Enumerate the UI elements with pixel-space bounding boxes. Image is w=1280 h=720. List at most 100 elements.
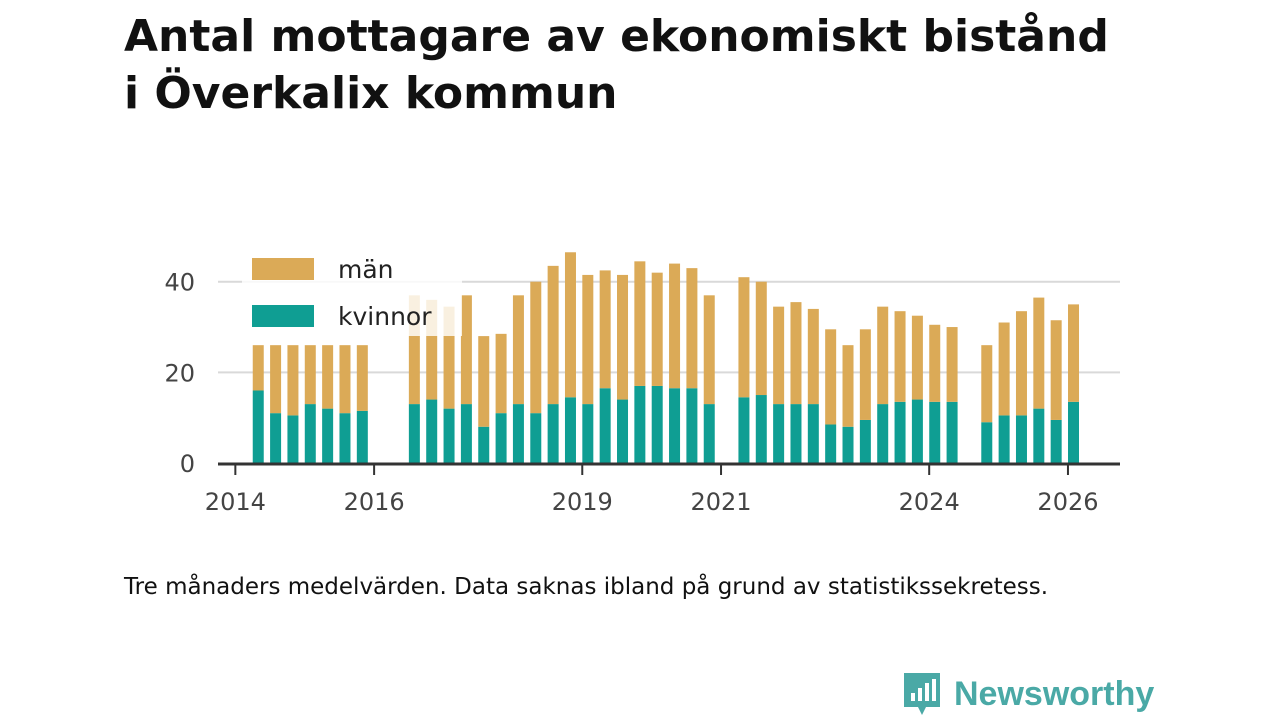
bar-kvinnor <box>408 404 420 463</box>
bar-man <box>460 295 472 405</box>
bar-man <box>703 295 715 405</box>
brand-logo: Newsworthy <box>902 670 1154 718</box>
x-tick-label-2014: 2014 <box>205 488 266 516</box>
bar-man <box>547 265 559 405</box>
bar-man <box>929 324 941 402</box>
chart-footnote: Tre månaders medelvärden. Data saknas ib… <box>124 574 1049 600</box>
bar-kvinnor <box>1068 401 1080 463</box>
bar-man <box>617 274 629 400</box>
bar-kvinnor <box>1015 415 1027 463</box>
bar-kvinnor <box>825 424 837 463</box>
bar-man <box>599 270 611 389</box>
bar-kvinnor <box>686 388 698 463</box>
legend-label-kvinnor: kvinnor <box>338 302 432 331</box>
bar-kvinnor <box>547 404 559 463</box>
bar-man <box>287 345 299 416</box>
bar-kvinnor <box>651 385 663 463</box>
bar-man <box>738 277 750 398</box>
y-tick-label-40: 40 <box>164 269 195 297</box>
bar-kvinnor <box>946 401 958 463</box>
bar-man <box>252 345 264 391</box>
bar-man <box>339 345 351 414</box>
bar-man <box>530 281 542 414</box>
bar-kvinnor <box>495 413 507 463</box>
bar-man <box>773 306 785 405</box>
bar-man <box>495 333 507 414</box>
bar-man <box>790 302 802 405</box>
bar-layer <box>252 252 1080 463</box>
title-line-1: Antal mottagare av ekonomiskt bistånd <box>124 11 1109 62</box>
bar-kvinnor <box>512 404 524 463</box>
x-tick-label-2016: 2016 <box>344 488 405 516</box>
page-title: Antal mottagare av ekonomiskt bistånd i … <box>124 8 1204 122</box>
bar-kvinnor <box>287 415 299 463</box>
bar-kvinnor <box>1050 419 1062 463</box>
bar-kvinnor <box>911 399 923 463</box>
bar-man <box>304 345 316 405</box>
brand-name: Newsworthy <box>954 674 1155 713</box>
bar-kvinnor <box>669 388 681 463</box>
bar-kvinnor <box>998 415 1010 463</box>
bar-kvinnor <box>773 404 785 463</box>
bar-man <box>807 308 819 405</box>
bar-man <box>755 281 767 396</box>
bar-kvinnor <box>582 404 594 463</box>
bar-kvinnor <box>790 404 802 463</box>
bar-kvinnor <box>564 397 576 463</box>
bar-kvinnor <box>894 401 906 463</box>
bar-man <box>669 263 681 389</box>
bar-kvinnor <box>703 404 715 463</box>
x-tick-label-2021: 2021 <box>690 488 751 516</box>
bar-man <box>911 315 923 400</box>
bar-kvinnor <box>530 413 542 463</box>
axis-layer: 0 20 40 2014 2016 2019 2021 2024 2026 <box>164 269 1120 516</box>
y-tick-label-0: 0 <box>180 450 195 478</box>
bar-man <box>1033 297 1045 409</box>
bar-kvinnor <box>252 390 264 463</box>
bar-kvinnor <box>859 419 871 463</box>
bar-man <box>877 306 889 405</box>
bar-man <box>825 329 837 425</box>
bar-kvinnor <box>339 413 351 463</box>
legend-label-män: män <box>338 255 394 284</box>
bar-kvinnor <box>304 404 316 463</box>
bar-kvinnor <box>1033 408 1045 463</box>
bar-man <box>634 261 646 386</box>
bar-man <box>651 272 663 386</box>
bar-man <box>478 336 490 427</box>
bar-man <box>512 295 524 405</box>
bar-man <box>564 252 576 398</box>
legend: män kvinnor <box>242 252 462 336</box>
legend-swatch-män <box>252 258 314 280</box>
bar-kvinnor <box>443 408 455 463</box>
bar-kvinnor <box>599 388 611 463</box>
legend-swatch-kvinnor <box>252 305 314 327</box>
bar-kvinnor <box>356 410 368 463</box>
bar-man <box>322 345 334 409</box>
bar-man <box>1050 320 1062 420</box>
bar-man <box>998 322 1010 416</box>
bar-man <box>859 329 871 420</box>
bar-kvinnor <box>981 422 993 463</box>
bar-kvinnor <box>617 399 629 463</box>
bar-kvinnor <box>807 404 819 463</box>
bar-kvinnor <box>929 401 941 463</box>
newsworthy-logo-icon <box>904 673 940 715</box>
bar-man <box>270 345 282 414</box>
bar-kvinnor <box>460 404 472 463</box>
bar-man <box>894 311 906 402</box>
bar-kvinnor <box>478 426 490 463</box>
bar-kvinnor <box>322 408 334 463</box>
y-tick-label-20: 20 <box>164 359 195 387</box>
bar-kvinnor <box>270 413 282 463</box>
bar-man <box>686 268 698 389</box>
bar-man <box>842 345 854 427</box>
bar-man <box>981 345 993 423</box>
bar-kvinnor <box>755 395 767 463</box>
bar-kvinnor <box>738 397 750 463</box>
bar-kvinnor <box>877 404 889 463</box>
bar-man <box>356 345 368 411</box>
bar-man <box>1015 311 1027 416</box>
bar-man <box>582 274 594 405</box>
